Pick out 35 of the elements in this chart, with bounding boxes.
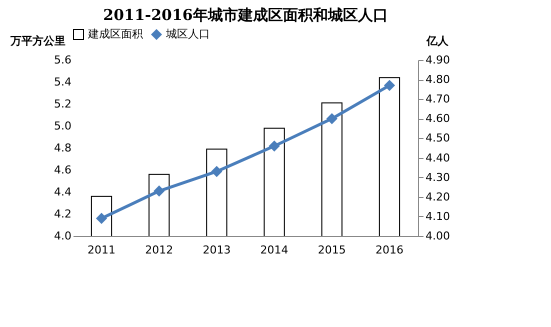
x-tick-label: 2011 [88,244,116,256]
y2-tick-label: 4.90 [426,54,450,66]
y-tick-label: 4.2 [54,208,72,220]
point [212,166,222,177]
x-tick-label: 2014 [260,244,288,256]
y2-tick-label: 4.50 [426,132,450,145]
legend-label: 建成区面积 [87,28,143,40]
y-tick-label: 4.8 [54,142,72,154]
y-tick-label: 4.4 [54,186,72,198]
y2-tick-label: 4.60 [426,112,450,126]
legend-label: 城区人口 [165,28,210,40]
y2-tick-label: 4.20 [426,190,450,204]
y2-tick-label: 4.80 [426,73,450,86]
x-tick-label: 2012 [145,244,174,256]
y2-axis-title: 亿人 [426,34,450,48]
y2-tick-label: 4.40 [426,151,450,164]
x-tick-label: 2016 [375,244,404,256]
y-tick-label: 4.0 [54,230,72,242]
y2-tick-label: 4.00 [426,230,450,242]
point [154,186,164,196]
y-tick-label: 5.6 [54,54,72,66]
x-tick-label: 2013 [202,244,231,256]
y2-tick-label: 4.70 [426,92,450,106]
y-axis-title: 万平方公里 [10,34,66,48]
point [384,80,395,91]
y-tick-label: 5.4 [54,76,72,88]
y-tick-label: 4.6 [54,164,72,176]
y-tick-label: 5.0 [54,120,72,132]
point [326,113,338,124]
x-tick-label: 2015 [318,244,346,256]
chart-title: 2011-2016年城市建成区面积和城区人口 [103,6,388,24]
y2-tick-label: 4.30 [426,170,450,184]
y-tick-label: 5.2 [54,98,72,110]
y2-tick-label: 4.10 [426,210,450,223]
point [269,140,280,152]
